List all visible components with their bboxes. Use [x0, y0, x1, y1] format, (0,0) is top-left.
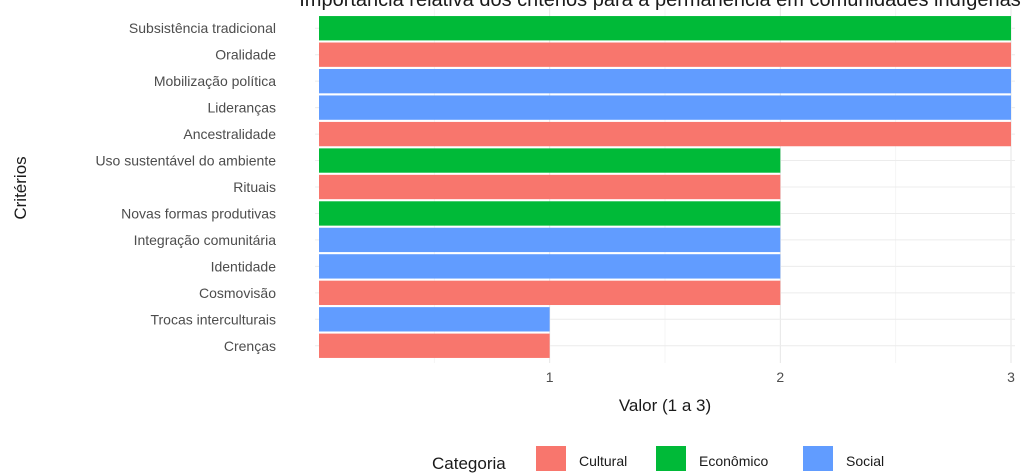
x-tick-labels: 1 2 3 [546, 369, 1015, 385]
y-tick-labels: Subsistência tradicional Oralidade Mobiliz… [95, 20, 276, 354]
y-tick-label: Mobilização política [154, 73, 276, 89]
y-tick-label: Ancestralidade [183, 126, 276, 142]
y-tick-label: Oralidade [215, 47, 276, 63]
y-tick-label: Integração comunitária [134, 232, 277, 248]
legend-key [803, 446, 833, 471]
bar [319, 227, 781, 253]
y-tick-label: Lideranças [208, 100, 277, 116]
y-tick-label: Novas formas produtivas [121, 205, 276, 221]
y-tick-label: Rituais [233, 179, 276, 195]
bar [319, 16, 1011, 41]
bar [319, 148, 781, 173]
x-tick-label: 1 [546, 369, 554, 385]
x-axis-title: Valor (1 a 3) [619, 396, 711, 415]
legend-label: Social [846, 453, 884, 469]
bar [319, 95, 1011, 120]
legend: Categoria Cultural Econômico Social [432, 446, 884, 473]
bar [319, 121, 1011, 147]
x-tick-label: 3 [1007, 369, 1015, 385]
bar [319, 254, 781, 279]
legend-key [536, 446, 566, 471]
y-tick-label: Identidade [211, 258, 277, 274]
y-tick-label: Uso sustentável do ambiente [95, 153, 276, 169]
x-tick-label: 2 [776, 369, 784, 385]
y-tick-label: Trocas interculturais [150, 311, 276, 327]
bar [319, 307, 550, 332]
y-tick-label: Crenças [224, 338, 276, 354]
bar [319, 68, 1011, 94]
bar [319, 174, 781, 200]
bar [319, 201, 781, 226]
bar [319, 42, 1011, 67]
legend-key [656, 446, 686, 471]
bar [319, 280, 781, 306]
y-axis-title: Critérios [11, 156, 30, 219]
legend-label: Cultural [579, 453, 627, 469]
bar [319, 333, 550, 358]
bars [319, 16, 1011, 358]
chart-title: Importância relativa dos critérios para … [299, 0, 1021, 11]
legend-label: Econômico [699, 453, 768, 469]
y-tick-label: Subsistência tradicional [129, 20, 276, 36]
legend-title: Categoria [432, 454, 506, 473]
y-tick-label: Cosmovisão [199, 285, 276, 301]
